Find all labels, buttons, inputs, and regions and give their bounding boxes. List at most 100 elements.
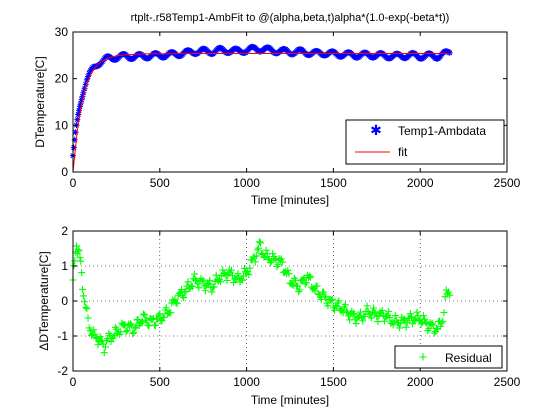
- bottom-residual-point: [123, 326, 131, 334]
- bottom-residual-point: [288, 281, 296, 289]
- bottom-residual-point: [138, 317, 146, 325]
- bottom-residual-point: [82, 303, 90, 311]
- bottom-residual-point: [402, 323, 410, 331]
- bottom-residual-point: [306, 272, 314, 280]
- bottom-residual-point: [429, 321, 437, 329]
- bottom-residual-point: [344, 309, 352, 317]
- bottom-residual-point: [403, 319, 411, 326]
- bottom-residual-point: [201, 287, 209, 295]
- top-chart: rtplt-.r58Temp1-AmbFit to @(alpha,beta,t…: [33, 12, 521, 207]
- bottom-residual-point: [253, 246, 261, 254]
- bottom-y-tick-label: 0: [61, 294, 68, 308]
- top-y-tick-label: 30: [55, 25, 69, 39]
- bottom-residual-point: [383, 312, 391, 320]
- bottom-residual-point: [349, 310, 357, 318]
- bottom-residual-point: [328, 295, 336, 303]
- bottom-residual-point: [446, 291, 454, 299]
- bottom-residual-point: [77, 257, 85, 265]
- bottom-y-axis-label: ΔDTemperature[C]: [37, 251, 51, 350]
- bottom-residual-point: [101, 343, 109, 351]
- bottom-residual-point: [210, 283, 218, 291]
- bottom-residual-point: [141, 311, 149, 319]
- bottom-residual-point: [160, 313, 168, 321]
- bottom-residual-point: [230, 279, 238, 287]
- bottom-residual-point: [245, 271, 253, 279]
- top-legend-fit-label: fit: [398, 145, 408, 159]
- bottom-residual-point: [357, 308, 365, 316]
- bottom-residual-point: [386, 314, 394, 322]
- bottom-residual-point: [302, 279, 310, 287]
- bottom-residual-point: [408, 313, 416, 321]
- bottom-residual-point: [92, 334, 100, 342]
- top-legend-data-label: Temp1-Ambdata: [398, 124, 486, 138]
- bottom-y-tick-label: 1: [61, 259, 68, 273]
- bottom-residual-point: [204, 280, 212, 288]
- bottom-residual-point: [199, 276, 207, 284]
- bottom-residual-point: [155, 311, 163, 319]
- bottom-residual-point: [127, 320, 135, 328]
- bottom-residual-point: [134, 315, 142, 323]
- top-data-point: [74, 116, 81, 123]
- bottom-residual-point: [432, 324, 440, 332]
- top-data-point: [446, 49, 453, 56]
- bottom-residual-point: [96, 333, 104, 341]
- bottom-legend-residual-label: Residual: [445, 351, 492, 365]
- bottom-residual-point: [252, 252, 260, 260]
- bottom-residual-point: [380, 317, 388, 325]
- bottom-residual-point: [227, 266, 235, 274]
- top-data-point: [70, 144, 77, 151]
- bottom-residual-point: [260, 253, 268, 261]
- bottom-residual-point: [256, 239, 264, 247]
- bottom-residual-point: [129, 330, 137, 338]
- bottom-residual-point: [391, 312, 399, 320]
- bottom-x-tick-label: 2500: [494, 375, 521, 389]
- bottom-residual-point: [330, 306, 338, 314]
- bottom-residual-point: [396, 324, 404, 332]
- bottom-residual-point: [367, 314, 375, 322]
- bottom-residual-point: [422, 318, 430, 326]
- top-x-tick-label: 1000: [233, 176, 260, 190]
- bottom-residual-point: [352, 320, 360, 328]
- bottom-residual-point: [311, 287, 319, 295]
- bottom-x-tick-label: 500: [150, 375, 170, 389]
- bottom-residual-point: [272, 256, 280, 264]
- bottom-residual-point: [341, 301, 349, 309]
- bottom-residual-point: [171, 295, 179, 303]
- bottom-residual-point: [413, 308, 421, 316]
- top-x-tick-label: 2000: [407, 176, 434, 190]
- bottom-residual-point: [122, 328, 130, 336]
- bottom-residual-point: [262, 246, 270, 254]
- bottom-residual-point: [295, 288, 303, 296]
- bottom-residual-point: [440, 309, 448, 317]
- top-data-point: [83, 76, 90, 83]
- top-chart-axes: 0 500 1000 1500 2000 2500 0 10 20 30: [55, 25, 521, 190]
- top-data-point: [76, 107, 83, 114]
- bottom-x-tick-label: 2000: [407, 375, 434, 389]
- bottom-residual-point: [439, 317, 447, 325]
- top-x-axis-label: Time [minutes]: [251, 193, 329, 207]
- bottom-residual-point: [278, 258, 286, 266]
- bottom-residual-point: [195, 284, 203, 292]
- bottom-residual-point: [421, 315, 429, 323]
- bottom-residual-point: [88, 331, 96, 339]
- bottom-residual-point: [346, 316, 354, 324]
- bottom-residual-point: [75, 247, 83, 255]
- bottom-residual-point: [223, 276, 231, 284]
- bottom-y-tick-label: -1: [57, 329, 68, 343]
- bottom-residual-point: [208, 288, 216, 296]
- top-y-tick-label: 0: [61, 165, 68, 179]
- bottom-chart-axes: 0 500 1000 1500 2000 2500 -2 -1 0 1 2: [57, 224, 520, 389]
- bottom-residual-point: [291, 276, 299, 284]
- bottom-residual-point: [419, 312, 427, 320]
- bottom-residual-point: [173, 299, 181, 307]
- bottom-residual-point: [296, 286, 304, 294]
- bottom-residual-point: [188, 283, 196, 291]
- bottom-residual-point: [83, 305, 91, 313]
- bottom-residual-point: [255, 238, 263, 246]
- top-data-point: [79, 93, 86, 100]
- bottom-residual-point: [110, 331, 118, 339]
- top-y-tick-label: 10: [55, 118, 69, 132]
- bottom-residual-point: [100, 349, 108, 357]
- bottom-residual-point: [79, 292, 87, 300]
- bottom-chart-marks: [69, 238, 454, 357]
